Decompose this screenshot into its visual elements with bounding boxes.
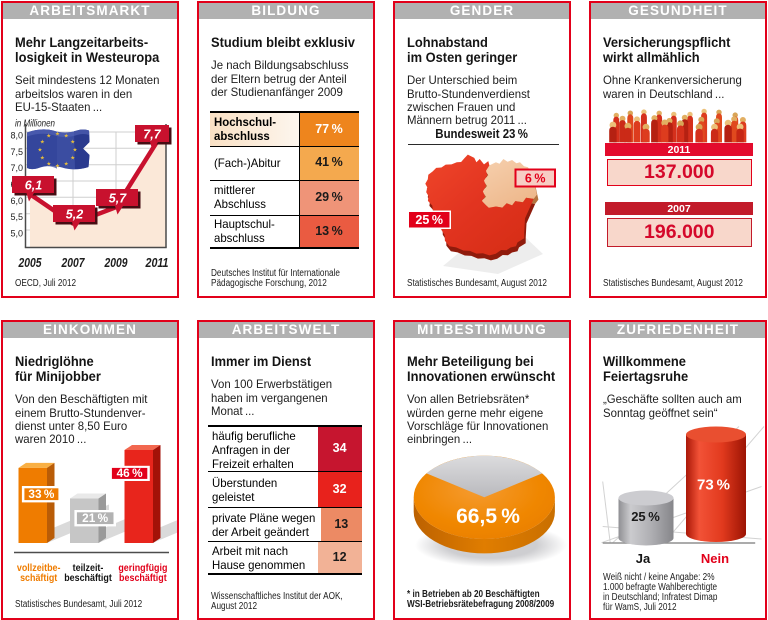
svg-text:★: ★ <box>70 154 75 161</box>
svg-text:5,2: 5,2 <box>66 208 83 222</box>
svg-text:★: ★ <box>46 160 51 167</box>
svg-text:21 %: 21 % <box>82 513 108 525</box>
svg-text:46 %: 46 % <box>117 468 143 480</box>
svg-text:★: ★ <box>40 138 45 145</box>
svg-text:★: ★ <box>64 133 69 140</box>
svg-text:★: ★ <box>40 154 45 161</box>
svg-text:7,5: 7,5 <box>10 147 23 157</box>
svg-text:★: ★ <box>70 138 75 145</box>
svg-text:5,0: 5,0 <box>10 229 23 239</box>
svg-text:2009: 2009 <box>104 256 128 270</box>
svg-text:33 %: 33 % <box>28 489 54 501</box>
svg-text:2007: 2007 <box>61 256 86 270</box>
svg-text:25 %: 25 % <box>631 509 660 524</box>
svg-text:6,1: 6,1 <box>25 179 42 193</box>
svg-text:7,0: 7,0 <box>10 163 23 173</box>
svg-text:2005: 2005 <box>18 256 43 270</box>
svg-text:in Millionen: in Millionen <box>15 118 55 129</box>
svg-text:66,5 %: 66,5 % <box>456 505 520 528</box>
svg-text:★: ★ <box>46 133 51 140</box>
svg-text:6 %: 6 % <box>525 172 546 186</box>
svg-text:8,0: 8,0 <box>10 131 23 141</box>
svg-text:★: ★ <box>64 160 69 167</box>
svg-text:7,7: 7,7 <box>143 128 161 142</box>
svg-text:★: ★ <box>73 146 78 153</box>
svg-text:★: ★ <box>55 130 60 137</box>
svg-text:5,7: 5,7 <box>109 192 127 206</box>
svg-text:2011: 2011 <box>145 256 169 270</box>
svg-text:5,5: 5,5 <box>10 212 23 222</box>
svg-text:6,0: 6,0 <box>10 196 23 206</box>
svg-text:73 %: 73 % <box>697 477 730 494</box>
svg-text:★: ★ <box>55 162 60 169</box>
svg-text:★: ★ <box>38 146 43 153</box>
svg-text:25 %: 25 % <box>415 213 443 227</box>
